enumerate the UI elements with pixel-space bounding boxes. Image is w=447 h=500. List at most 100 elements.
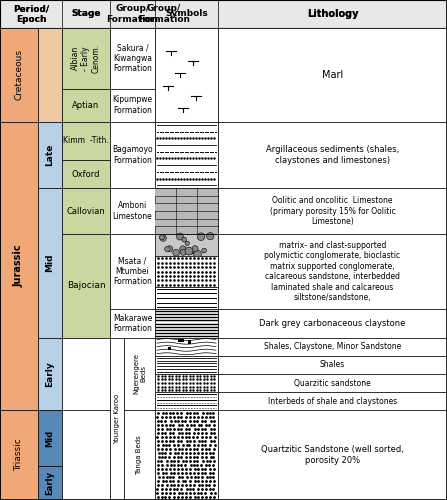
- Text: Group/
Formation: Group/ Formation: [138, 4, 190, 24]
- Bar: [218, 28, 447, 122]
- Bar: [38, 410, 62, 466]
- Circle shape: [160, 235, 166, 242]
- Circle shape: [194, 250, 202, 258]
- Circle shape: [167, 246, 173, 252]
- Bar: [38, 466, 62, 500]
- Text: matrix- and clast-supported
polymictic conglomerate, bioclastic
matrix supported: matrix- and clast-supported polymictic c…: [265, 241, 401, 302]
- Bar: [218, 122, 447, 188]
- Text: Late: Late: [46, 144, 55, 167]
- Bar: [218, 356, 447, 374]
- Text: Sakura /
Kiwangwa
Formation: Sakura / Kiwangwa Formation: [113, 44, 152, 73]
- Text: Early: Early: [46, 361, 55, 387]
- Bar: [218, 338, 447, 356]
- Bar: [38, 28, 62, 122]
- Bar: [110, 234, 155, 310]
- Bar: [110, 88, 155, 122]
- Bar: [110, 310, 155, 338]
- Bar: [218, 410, 447, 500]
- Bar: [0, 0, 62, 28]
- Bar: [155, 234, 218, 256]
- Bar: [38, 188, 62, 338]
- Text: Kimm  -Tith.: Kimm -Tith.: [63, 136, 109, 145]
- Text: Mid: Mid: [46, 254, 55, 272]
- Text: Lithology: Lithology: [307, 9, 358, 19]
- Bar: [155, 28, 218, 122]
- Text: Period/
Epoch: Period/ Epoch: [13, 4, 49, 24]
- Bar: [155, 122, 218, 188]
- Text: Oolitic and oncolitic  Limestone
(primary porosity 15% for Oolitic
Limestone): Oolitic and oncolitic Limestone (primary…: [270, 196, 396, 226]
- Text: Marl: Marl: [322, 70, 343, 80]
- Bar: [155, 188, 218, 234]
- Text: Msata /
Mtumbei
Formation: Msata / Mtumbei Formation: [113, 256, 152, 286]
- Circle shape: [177, 233, 183, 240]
- Circle shape: [190, 249, 194, 254]
- Circle shape: [202, 248, 207, 253]
- Bar: [62, 122, 110, 160]
- Bar: [155, 310, 218, 338]
- Circle shape: [180, 250, 186, 256]
- Text: Callovian: Callovian: [67, 206, 105, 216]
- Bar: [62, 88, 110, 122]
- Bar: [155, 256, 218, 286]
- Bar: [110, 188, 155, 234]
- Bar: [110, 28, 155, 88]
- Circle shape: [173, 250, 180, 256]
- Text: Cretaceous: Cretaceous: [14, 50, 24, 100]
- Bar: [155, 392, 218, 410]
- Bar: [218, 374, 447, 392]
- Text: Ngerengere
Beds: Ngerengere Beds: [133, 354, 146, 395]
- Circle shape: [207, 232, 214, 240]
- Text: Mid: Mid: [46, 430, 55, 446]
- Text: Triassic: Triassic: [14, 438, 24, 472]
- Circle shape: [180, 246, 186, 252]
- Bar: [155, 374, 218, 392]
- Bar: [155, 356, 218, 374]
- Circle shape: [190, 250, 194, 254]
- Bar: [0, 0, 447, 28]
- Bar: [62, 338, 110, 410]
- Text: Kipumpwe
Formation: Kipumpwe Formation: [113, 96, 152, 115]
- Bar: [110, 0, 218, 28]
- Text: Aptian: Aptian: [72, 100, 100, 110]
- Text: Shales, Claystone, Minor Sandstone: Shales, Claystone, Minor Sandstone: [264, 342, 401, 351]
- Text: Bagamoyo
Formation: Bagamoyo Formation: [112, 146, 153, 165]
- Bar: [62, 160, 110, 188]
- Bar: [0, 28, 38, 122]
- Bar: [155, 338, 218, 356]
- Bar: [155, 286, 218, 310]
- Bar: [62, 410, 110, 500]
- Text: Stage: Stage: [71, 10, 101, 18]
- Bar: [0, 122, 38, 410]
- Bar: [110, 338, 124, 500]
- Bar: [110, 122, 155, 188]
- Bar: [155, 188, 218, 234]
- Text: Dark grey carbonaceous claystone: Dark grey carbonaceous claystone: [259, 319, 406, 328]
- Bar: [38, 338, 62, 410]
- Text: Amboni
Limestone: Amboni Limestone: [113, 202, 152, 221]
- Text: Period/
Epoch: Period/ Epoch: [13, 4, 49, 24]
- Bar: [0, 0, 447, 28]
- Bar: [218, 188, 447, 234]
- Bar: [218, 234, 447, 310]
- Circle shape: [164, 246, 170, 252]
- Bar: [62, 28, 110, 88]
- Bar: [155, 234, 218, 310]
- Text: Jurassic: Jurassic: [14, 244, 24, 288]
- Bar: [155, 234, 218, 256]
- Text: Albian
- Early
Cenom.: Albian - Early Cenom.: [71, 44, 101, 73]
- Text: Stage: Stage: [71, 10, 101, 18]
- Text: Symbols: Symbols: [165, 10, 208, 18]
- Bar: [168, 346, 172, 350]
- Circle shape: [192, 246, 198, 252]
- Text: Early: Early: [46, 471, 55, 495]
- Bar: [38, 122, 62, 188]
- Text: Interbeds of shale and claystones: Interbeds of shale and claystones: [268, 396, 397, 406]
- Bar: [155, 410, 218, 500]
- Text: Quartzitic Sandstone (well sorted,
porosity 20%: Quartzitic Sandstone (well sorted, poros…: [261, 446, 404, 465]
- Text: Makarawe
Formation: Makarawe Formation: [113, 314, 152, 333]
- Circle shape: [182, 238, 186, 242]
- Text: Oxford: Oxford: [72, 170, 100, 178]
- Circle shape: [197, 233, 205, 240]
- Text: Shales: Shales: [320, 360, 345, 370]
- Bar: [218, 310, 447, 338]
